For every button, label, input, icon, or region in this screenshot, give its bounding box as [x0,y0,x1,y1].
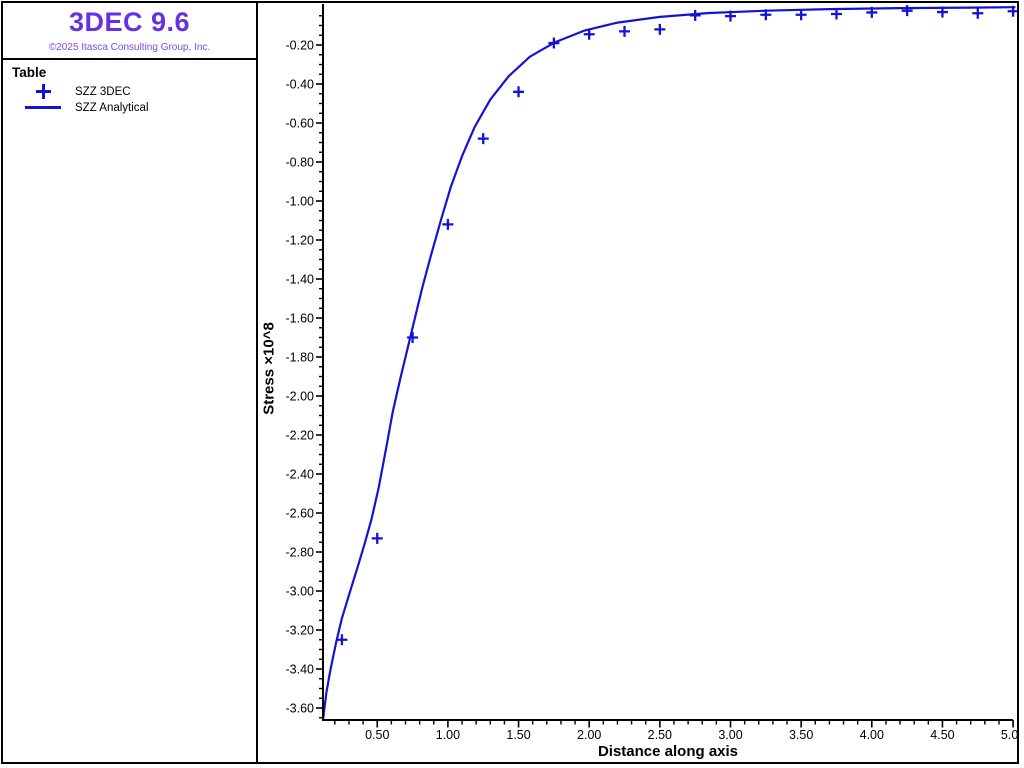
y-tick-label: -0.20 [286,39,315,53]
x-tick-label: 1.50 [506,728,530,742]
plus-data-point [1007,5,1019,17]
plus-data-point [866,6,878,18]
data-points-szz-3dec [336,5,1019,646]
plus-data-point [513,86,525,98]
y-tick-label: -3.00 [286,585,315,599]
plus-data-point [477,133,489,145]
plus-data-point [336,634,348,646]
plus-data-point [936,6,948,18]
app-title: 3DEC 9.6 [68,7,191,37]
y-tick-label: -2.60 [286,507,315,521]
y-tick-label: -3.40 [286,663,315,677]
plus-data-point [619,25,631,37]
y-tick-label: -2.20 [286,429,315,443]
legend-item-szz-3dec: SZZ 3DEC [75,86,131,98]
x-tick-label: 3.50 [789,728,813,742]
plus-data-point [725,10,736,22]
sidebar: 3DEC 9.6 ©2025 Itasca Consulting Group, … [1,3,256,762]
plus-marker-icon [36,84,51,99]
frame-right-margin [1019,0,1024,768]
x-axis-title: Distance along axis [597,743,739,760]
plus-data-point [830,8,842,20]
y-tick-label: -2.00 [286,390,315,404]
plus-data-point [689,9,701,21]
plus-data-point [583,28,595,40]
frame-bottom-margin [0,764,1024,768]
x-tick-label: 4.50 [930,728,954,742]
y-axis-title: Stress ×10^8 [260,322,278,415]
y-tick-label: -2.80 [286,546,315,560]
x-tick-label: 2.00 [577,728,601,742]
legend-item-szz-analytical: SZZ Analytical [75,102,149,114]
app-copyright: ©2025 Itasca Consulting Group, Inc. [48,42,211,53]
x-tick-label: 2.50 [648,728,672,742]
line-marker-icon [25,106,61,109]
plus-data-point [407,332,419,343]
plus-data-point [760,9,772,21]
analytical-curve [321,6,1016,721]
plus-data-point [972,7,984,19]
y-tick-label: -3.60 [286,702,315,716]
sidebar-divider [256,1,258,764]
x-tick-label: 3.00 [718,728,742,742]
y-tick-label: -3.20 [286,624,315,638]
plus-data-point [371,532,383,544]
y-tick-label: -1.40 [286,273,315,287]
legend-heading: Table [12,65,47,80]
y-tick-label: -0.40 [286,78,315,92]
y-tick-label: -1.20 [286,234,315,248]
x-tick-label: 4.00 [860,728,884,742]
plus-data-point [901,5,913,17]
plus-data-point [654,23,666,35]
axis-ticks [316,15,1014,728]
sidebar-rule [1,58,256,60]
y-tick-label: -0.80 [286,156,315,170]
x-tick-label: 0.50 [365,728,389,742]
tick-labels: -0.20 -0.40 -0.60 -0.80 -1.00 -1.20 -1.40 -1.60… [286,39,1024,743]
y-tick-label: -1.60 [286,312,315,326]
plus-data-point [795,9,807,21]
plus-data-point [442,218,454,230]
y-tick-label: -0.60 [286,117,315,131]
x-tick-label: 1.00 [436,728,460,742]
y-tick-label: -1.00 [286,195,315,209]
plus-data-point [548,37,560,49]
y-tick-label: -2.40 [286,468,315,482]
y-tick-label: -1.80 [286,351,315,365]
